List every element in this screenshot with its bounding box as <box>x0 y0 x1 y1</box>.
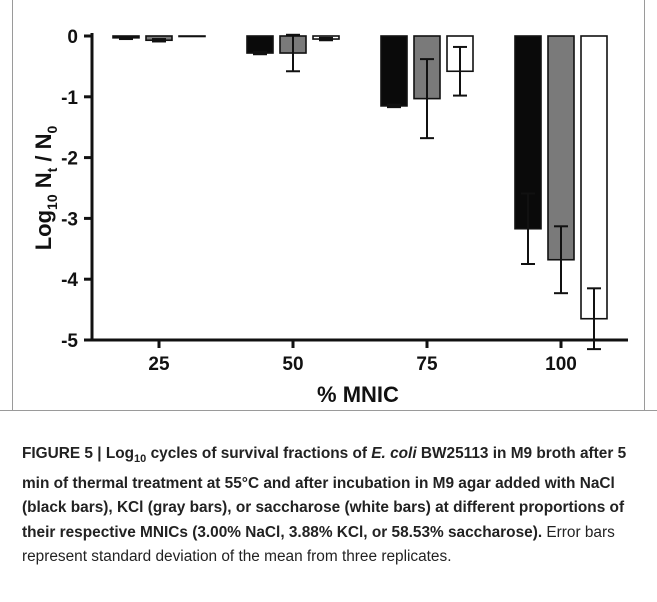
y-axis-title-n0: / N <box>31 133 56 167</box>
bar-saccharose-100 <box>580 35 608 320</box>
x-tick-label-25: 25 <box>148 354 170 375</box>
caption-species: E. coli <box>371 445 417 462</box>
y-tick-label--3: -3 <box>61 209 78 230</box>
frame-left-edge <box>12 0 13 410</box>
caption-normal: Error bars represent standard deviation … <box>22 523 615 566</box>
x-tick-label-75: 75 <box>416 354 438 375</box>
caption-label-sub: 10 <box>134 453 147 466</box>
y-axis-title-sub-t: t <box>44 167 60 172</box>
bar-nacl-50 <box>246 35 274 54</box>
caption-label: FIGURE 5 | Log <box>22 445 135 462</box>
y-tick-label--2: -2 <box>61 149 78 170</box>
x-axis-title: % MNIC <box>317 382 399 407</box>
y-tick-label--4: -4 <box>61 270 78 291</box>
figure-caption: FIGURE 5 | Log10 cycles of survival frac… <box>22 442 638 570</box>
y-tick-label--1: -1 <box>61 88 78 109</box>
y-axis-title-main: Log <box>31 210 56 250</box>
y-axis-title: Log10 Nt / N0 <box>31 125 60 250</box>
x-tick-label-50: 50 <box>282 354 303 375</box>
caption-bold-a: cycles of survival fractions of <box>146 445 372 462</box>
bar-kcl-100 <box>547 35 575 261</box>
y-tick-label--5: -5 <box>61 331 78 352</box>
y-axis-title-n: N <box>31 172 56 194</box>
caption-bold-b: BW25113 in M9 broth after 5 min of therm… <box>22 445 627 541</box>
bar-chart: 0-1-2-3-4-525 50 75 100 % MNIC Log10 Nt / N… <box>31 27 628 407</box>
frame-right-edge <box>644 0 645 410</box>
y-axis-title-sub: 10 <box>44 194 60 210</box>
y-axis-title-sub-0: 0 <box>44 125 60 133</box>
bars-layer <box>112 33 608 351</box>
bar-saccharose-25 <box>178 35 206 38</box>
caption-box <box>0 410 657 602</box>
bar-nacl-75 <box>380 35 408 107</box>
x-tick-label-100: 100 <box>545 354 577 375</box>
axes-layer: 0 -1 -2 -3 -4 -5 25 50 75 100 <box>61 27 628 375</box>
y-tick-label-0: 0 <box>67 27 78 48</box>
